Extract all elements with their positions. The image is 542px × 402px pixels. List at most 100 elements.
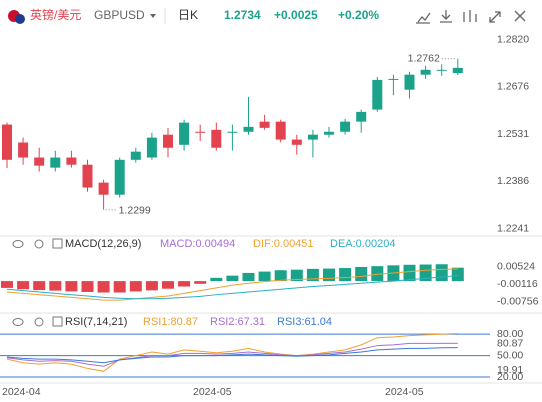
candle-body (340, 121, 351, 132)
period[interactable]: 日K (178, 8, 198, 22)
candle-body (211, 129, 222, 148)
macd-bar (178, 281, 191, 287)
macd-bar (355, 266, 368, 282)
series-line (6, 333, 458, 372)
candle-body (2, 124, 12, 160)
y-tick-label: 1.2676 (497, 81, 529, 93)
candle-body (66, 157, 77, 165)
candle-body (130, 151, 141, 160)
legend-entry: DIF:0.00451 (253, 238, 314, 250)
y-tick-label: -0.00116 (497, 278, 538, 290)
candle-body (307, 134, 318, 140)
macd-bar (17, 281, 30, 290)
candle-body (291, 139, 302, 145)
legend-entry: RSI2:67.31 (210, 316, 265, 328)
settings-icon[interactable] (34, 239, 44, 249)
legend-entry: DEA:0.00204 (330, 238, 395, 250)
eye-icon[interactable] (12, 240, 24, 248)
macd-bar (306, 268, 319, 282)
macd-bar (403, 264, 416, 282)
candle-body (388, 78, 399, 80)
y-tick-label: 20.00 (497, 371, 523, 383)
y-tick-label: 1.2820 (497, 34, 529, 46)
macd-bar (194, 281, 207, 284)
draw-icon[interactable] (440, 10, 452, 23)
macd-bar (97, 281, 110, 293)
macd-bar (1, 281, 13, 288)
macd-bar (162, 281, 174, 289)
macd-bar (210, 277, 223, 282)
candle-body (372, 79, 383, 110)
y-tick-label: 1.2531 (497, 128, 529, 140)
y-tick-label: 1.2386 (497, 175, 529, 187)
macd-bar (323, 268, 335, 282)
add-icon[interactable] (52, 316, 63, 327)
candle-body (34, 157, 45, 166)
x-tick-label: 2024-05 (385, 386, 424, 398)
candle-body (114, 159, 125, 195)
compare-icon[interactable] (463, 10, 477, 22)
eye-icon[interactable] (12, 318, 24, 326)
macd-bar (226, 275, 239, 282)
value-tag: 80.87 (497, 337, 523, 349)
series-line (6, 342, 458, 367)
series-line (6, 347, 458, 364)
macd-bar (49, 281, 62, 291)
value-tag: 19.91 (497, 364, 523, 376)
macd-bar (113, 281, 126, 293)
change-pct: +0.20% (338, 8, 379, 22)
macd-bar (290, 269, 303, 282)
candle-body (179, 122, 190, 145)
candle-body (243, 126, 254, 132)
macd-bar (129, 281, 142, 292)
series-line (6, 268, 458, 301)
y-tick-label: 50.00 (497, 349, 523, 361)
macd-title: MACD(12,26,9) (65, 238, 141, 250)
candle-body (452, 67, 463, 74)
dropdown-icon[interactable] (150, 14, 156, 18)
candle-body (18, 142, 29, 158)
rsi-title: RSI(7,14,21) (65, 316, 127, 328)
candle-body (436, 69, 447, 71)
candle-body (163, 134, 173, 148)
macd-bar (419, 264, 432, 282)
macd-bar (258, 271, 271, 282)
candle-body (275, 121, 286, 140)
candle-body (227, 131, 238, 133)
candle-body (420, 69, 431, 75)
x-tick-label: 2024-04 (2, 386, 41, 398)
candle-body (404, 74, 415, 90)
y-tick-label: 80.00 (497, 328, 523, 340)
legend-entry: MACD:0.00494 (160, 238, 235, 250)
close-icon[interactable] (514, 10, 526, 22)
candle-body (195, 131, 206, 133)
indicator-icon[interactable] (416, 12, 431, 24)
add-icon[interactable] (52, 238, 63, 249)
macd-bar (274, 270, 287, 282)
candle-body (259, 121, 270, 128)
change: +0.0025 (274, 8, 318, 22)
candle-body (82, 164, 93, 188)
high-annotation: 1.2762 (408, 52, 440, 64)
macd-bar (242, 272, 255, 282)
y-tick-label: 1.2241 (497, 222, 529, 234)
settings-icon[interactable] (34, 317, 44, 327)
symbol-code[interactable]: GBPUSD (94, 8, 145, 22)
macd-bar (81, 281, 94, 292)
candle-body (324, 131, 334, 135)
series-line (6, 275, 458, 300)
macd-bar (145, 281, 158, 291)
macd-bar (451, 267, 464, 282)
macd-bar (339, 268, 352, 282)
candle-body (50, 157, 61, 168)
symbol-name[interactable]: 英镑/美元 (30, 7, 81, 22)
flag-icon (15, 14, 25, 24)
candle-body (356, 111, 367, 122)
low-annotation: 1.2299 (119, 204, 151, 216)
legend-entry: RSI1:80.87 (143, 316, 198, 328)
macd-bar (435, 264, 448, 282)
expand-icon[interactable] (489, 11, 501, 23)
candle-body (98, 182, 109, 195)
y-tick-label: -0.00756 (497, 295, 539, 307)
